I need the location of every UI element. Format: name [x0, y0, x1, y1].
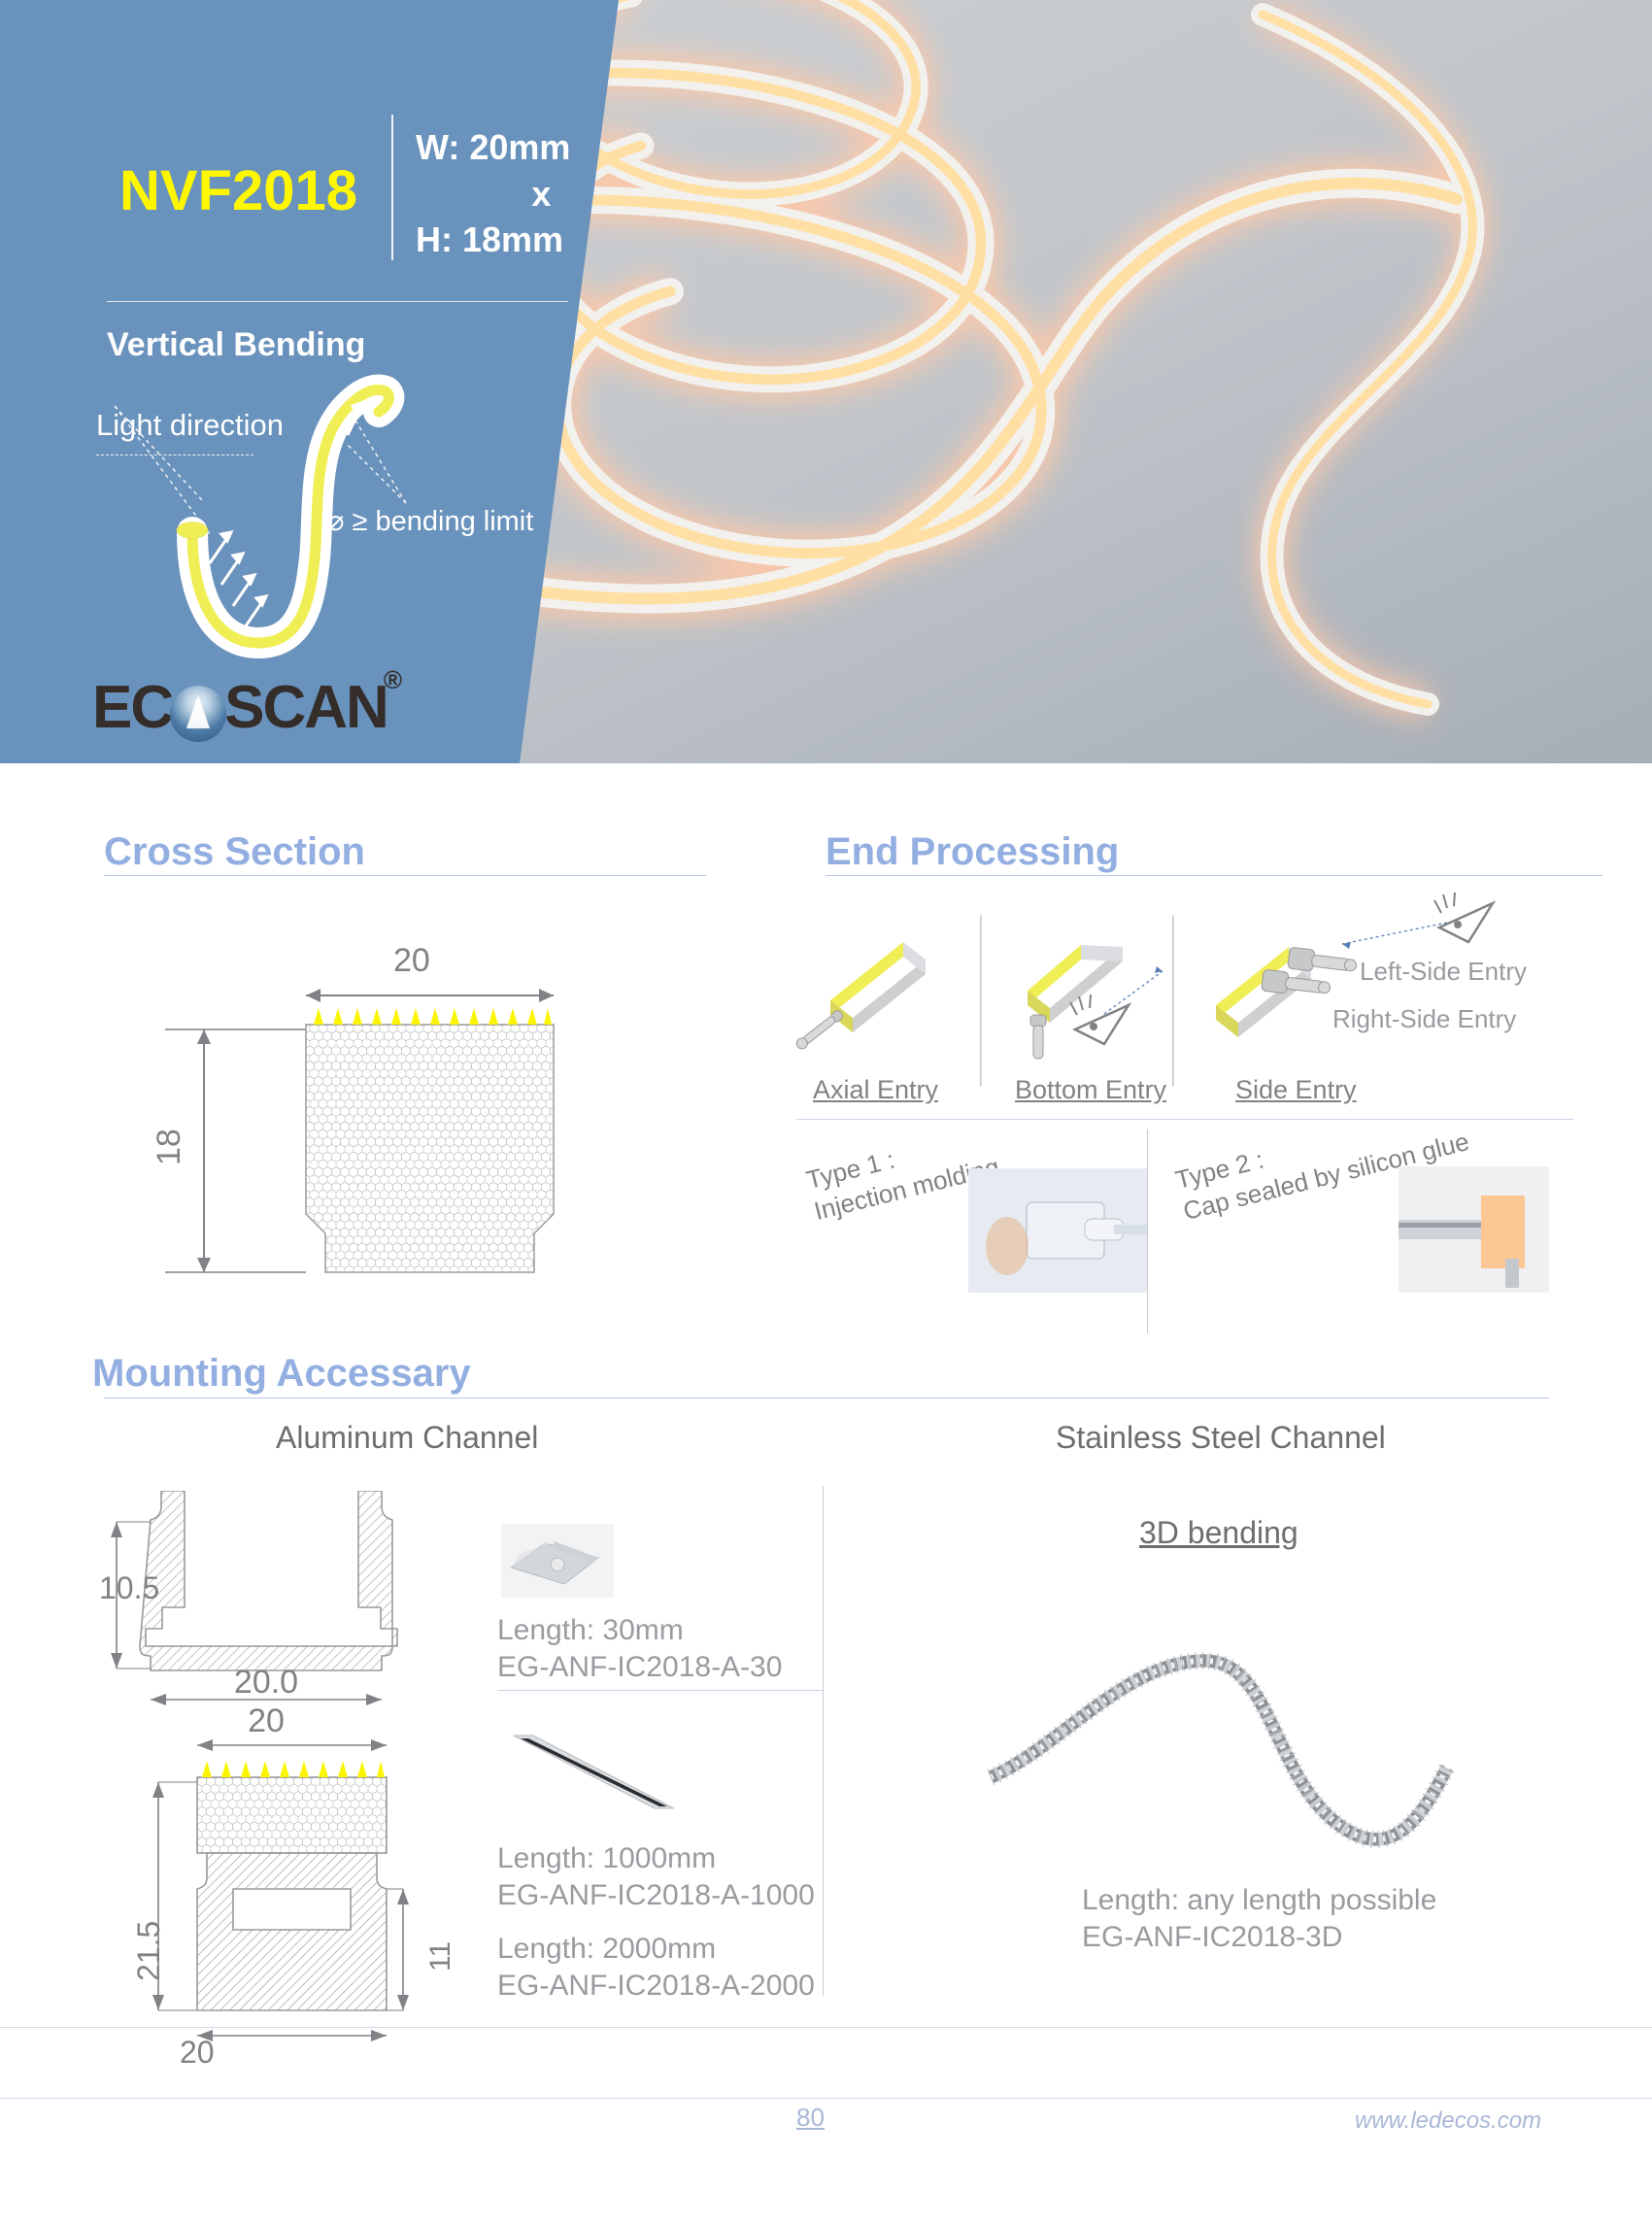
svg-text:18: 18 — [151, 1129, 187, 1165]
svg-text:20: 20 — [393, 942, 430, 979]
svg-text:20: 20 — [248, 1702, 285, 1739]
svg-text:20.0: 20.0 — [234, 1664, 298, 1701]
